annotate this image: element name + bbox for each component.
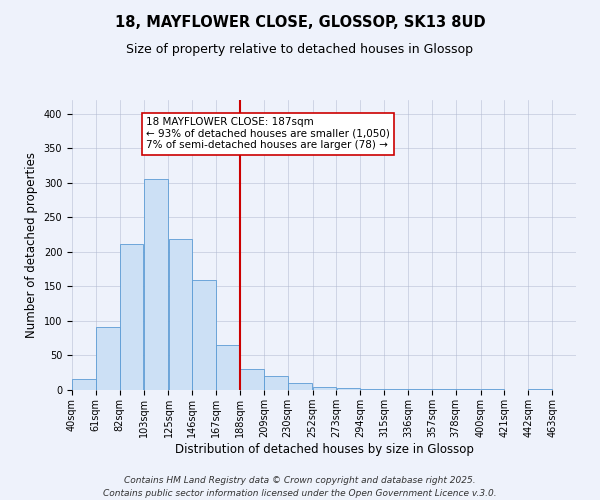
Text: Size of property relative to detached houses in Glossop: Size of property relative to detached ho… (127, 42, 473, 56)
Bar (264, 376, 287, 390)
Bar (240, 368, 263, 390)
Bar (72, 379, 95, 390)
Bar (529, 388, 552, 390)
Text: Contains HM Land Registry data © Crown copyright and database right 2025.
Contai: Contains HM Land Registry data © Crown c… (103, 476, 497, 498)
Text: 18, MAYFLOWER CLOSE, GLOSSOP, SK13 8UD: 18, MAYFLOWER CLOSE, GLOSSOP, SK13 8UD (115, 15, 485, 30)
Bar (337, 388, 360, 390)
Bar (361, 388, 384, 390)
Bar (217, 345, 240, 390)
Text: 18 MAYFLOWER CLOSE: 187sqm
← 93% of detached houses are smaller (1,050)
7% of se: 18 MAYFLOWER CLOSE: 187sqm ← 93% of deta… (146, 118, 389, 150)
Bar (193, 280, 216, 390)
Bar (313, 387, 337, 390)
Bar (169, 239, 192, 390)
X-axis label: Distribution of detached houses by size in Glossop: Distribution of detached houses by size … (175, 442, 473, 456)
Bar (120, 244, 143, 390)
Y-axis label: Number of detached properties: Number of detached properties (25, 152, 38, 338)
Bar (288, 383, 313, 390)
Bar (143, 178, 169, 390)
Bar (96, 327, 119, 390)
